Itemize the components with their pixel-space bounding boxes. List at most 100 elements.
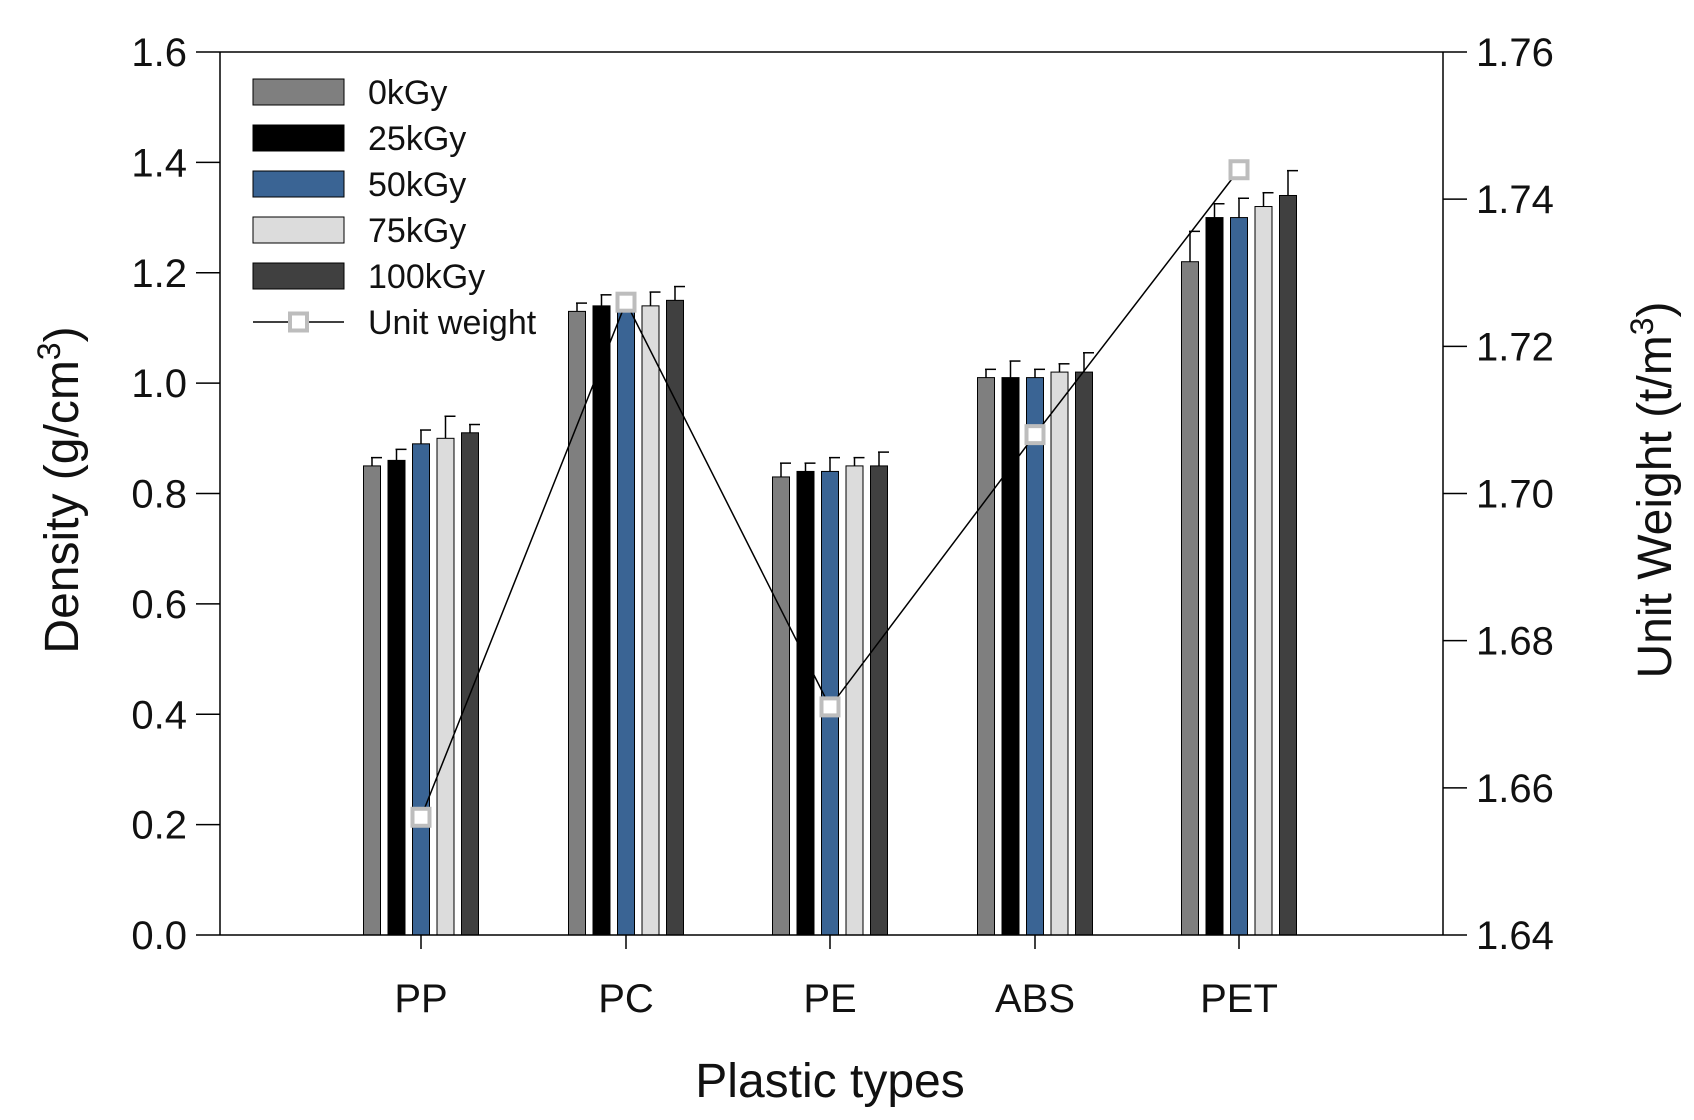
- error-bar-pp-100kgy: [469, 423, 480, 433]
- bar-pc-25kgy: [592, 305, 611, 936]
- y-tick-label-right: 1.66: [1476, 767, 1554, 811]
- y-tick-label-right: 1.74: [1476, 178, 1554, 222]
- bar-pet-25kgy: [1205, 217, 1224, 936]
- error-bar-pc-0kgy: [576, 302, 587, 312]
- error-bar-pet-25kgy: [1213, 203, 1225, 218]
- unit-weight-marker-abs: [1024, 424, 1046, 446]
- y-tick-label-right: 1.68: [1476, 620, 1554, 664]
- error-bar-pp-25kgy: [395, 448, 407, 461]
- legend-label-50kgy: 50kGy: [368, 166, 466, 204]
- legend-marker-unit-weight: [288, 311, 309, 333]
- bar-pe-25kgy: [796, 470, 815, 936]
- y-tick-label-left: 0.8: [131, 473, 187, 517]
- bar-abs-50kgy: [1026, 377, 1044, 936]
- bar-pc-100kgy: [666, 299, 684, 936]
- legend-swatch-50kgy: [252, 170, 345, 198]
- error-bar-pet-100kgy: [1287, 169, 1298, 196]
- bar-pe-100kgy: [870, 465, 888, 936]
- legend-label-unit-weight: Unit weight: [368, 304, 537, 342]
- error-bar-pe-50kgy: [829, 456, 840, 472]
- legend-label-25kgy: 25kGy: [368, 120, 466, 158]
- error-bar-pet-0kgy: [1189, 230, 1200, 262]
- unit-weight-marker-pet: [1228, 159, 1250, 181]
- error-bar-pe-0kgy: [780, 462, 791, 477]
- unit-weight-marker-pc: [615, 291, 637, 313]
- error-bar-abs-75kgy: [1058, 363, 1070, 373]
- y-axis-left-title-main: Density (g/cm: [36, 360, 89, 653]
- x-tick-label-abs: ABS: [995, 977, 1075, 1021]
- error-bar-pp-50kgy: [420, 429, 431, 444]
- axis-titles: Plastic types Density (g/cm3) Unit Weigh…: [31, 302, 1682, 1108]
- bar-pe-75kgy: [845, 465, 864, 936]
- y-axis-left-title-sup: 3: [31, 342, 67, 360]
- error-bar-pp-0kgy: [371, 456, 382, 466]
- y-tick-label-right: 1.70: [1476, 473, 1554, 517]
- error-bar-pe-100kgy: [878, 451, 889, 466]
- legend-label-0kgy: 0kGy: [368, 74, 447, 112]
- error-bar-pet-50kgy: [1238, 197, 1249, 218]
- y-axis-right-title: Unit Weight (t/m3): [1624, 302, 1682, 679]
- y-axis-right-title-main: Unit Weight (t/m: [1629, 335, 1682, 678]
- y-axis-left-title-close: ): [36, 326, 89, 342]
- bar-abs-100kgy: [1075, 371, 1093, 936]
- legend-swatch-75kgy: [252, 216, 345, 244]
- error-bar-pet-75kgy: [1262, 191, 1274, 207]
- y-tick-label-right: 1.76: [1476, 31, 1554, 75]
- error-bar-abs-50kgy: [1034, 368, 1045, 378]
- legend-label-75kgy: 75kGy: [368, 212, 466, 250]
- error-bar-pe-25kgy: [804, 462, 816, 472]
- bar-pet-75kgy: [1254, 206, 1273, 936]
- bar-pc-50kgy: [617, 305, 635, 936]
- bar-pc-75kgy: [641, 305, 660, 936]
- x-tick-label-pe: PE: [803, 977, 856, 1021]
- y-tick-label-right: 1.64: [1476, 914, 1554, 958]
- bar-pc-0kgy: [568, 310, 586, 936]
- unit-weight-line-layer: [410, 159, 1250, 828]
- bar-abs-25kgy: [1001, 377, 1020, 936]
- y-tick-label-left: 1.2: [131, 252, 187, 296]
- y-tick-label-left: 0.2: [131, 804, 187, 848]
- legend-swatch-25kgy: [252, 124, 345, 152]
- bar-pet-50kgy: [1230, 217, 1248, 936]
- error-bar-abs-100kgy: [1083, 352, 1094, 373]
- y-tick-label-left: 0.0: [131, 914, 187, 958]
- x-tick-label-pet: PET: [1200, 977, 1278, 1021]
- bar-pp-100kgy: [461, 432, 479, 936]
- x-tick-label-pc: PC: [598, 977, 654, 1021]
- y-tick-label-left: 1.6: [131, 31, 187, 75]
- y-tick-label-right: 1.72: [1476, 325, 1554, 369]
- error-bar-pc-75kgy: [649, 291, 661, 306]
- bar-pet-0kgy: [1181, 261, 1199, 936]
- error-bar-abs-0kgy: [985, 368, 996, 378]
- bar-pp-0kgy: [363, 465, 381, 936]
- x-tick-label-pp: PP: [394, 977, 447, 1021]
- legend-swatch-100kgy: [252, 262, 345, 290]
- unit-weight-marker-pe: [819, 696, 841, 718]
- y-axis-left-title: Density (g/cm3): [31, 326, 89, 653]
- y-axis-right-title-sup: 3: [1624, 317, 1660, 335]
- legend: 0kGy 25kGy 50kGy 75kGy 100kGy Unit weight: [252, 74, 537, 342]
- bar-abs-0kgy: [977, 377, 995, 936]
- y-axis-right-title-close: ): [1629, 302, 1682, 318]
- bar-pp-75kgy: [436, 437, 455, 936]
- error-bars-layer: [371, 169, 1298, 477]
- legend-swatch-0kgy: [252, 78, 345, 106]
- y-tick-label-left: 1.0: [131, 362, 187, 406]
- bar-pp-25kgy: [387, 459, 406, 936]
- bar-abs-75kgy: [1050, 371, 1069, 936]
- legend-label-100kgy: 100kGy: [368, 258, 485, 296]
- error-bar-pe-75kgy: [853, 456, 865, 466]
- axes-layer: 0.0 0.2 0.4 0.6 0.8 1.0 1.2 1.4 1.6 1.64 1.66 1.68 1…: [131, 31, 1553, 1021]
- bar-pp-50kgy: [412, 443, 430, 936]
- y-tick-label-left: 1.4: [131, 141, 187, 185]
- y-tick-label-left: 0.4: [131, 693, 187, 737]
- error-bar-pc-25kgy: [600, 294, 612, 306]
- error-bar-pp-75kgy: [444, 415, 456, 439]
- y-tick-label-left: 0.6: [131, 583, 187, 627]
- x-axis-title: Plastic types: [695, 1055, 964, 1108]
- bar-pe-0kgy: [772, 476, 790, 936]
- bar-pet-100kgy: [1279, 194, 1297, 936]
- error-bar-abs-25kgy: [1009, 360, 1021, 378]
